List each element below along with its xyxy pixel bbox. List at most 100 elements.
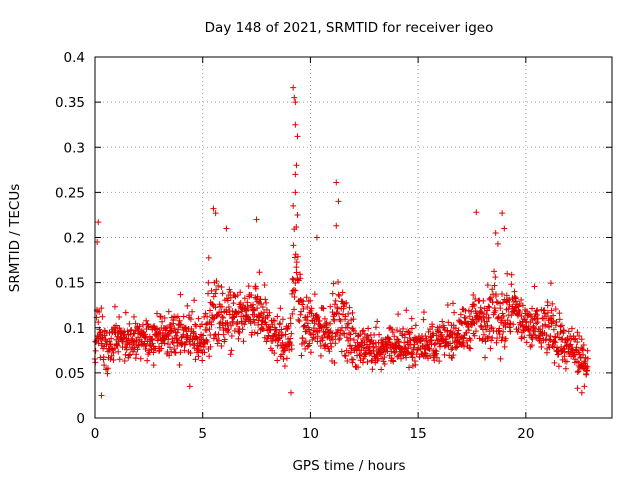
data-point — [497, 305, 504, 312]
data-point — [127, 351, 134, 358]
data-point — [509, 303, 516, 310]
data-point — [192, 356, 199, 363]
data-point — [404, 338, 411, 345]
data-point — [303, 316, 310, 323]
data-point — [171, 345, 178, 352]
data-point — [482, 354, 489, 361]
data-point — [329, 330, 336, 337]
data-point — [331, 301, 338, 308]
data-point — [388, 326, 395, 333]
data-point — [565, 328, 572, 335]
data-point — [214, 340, 221, 347]
data-point — [492, 292, 499, 299]
data-point — [277, 305, 284, 312]
data-point — [477, 304, 484, 311]
data-point — [412, 361, 419, 368]
data-point — [347, 342, 354, 349]
x-tick-label: 0 — [91, 426, 100, 442]
data-point — [204, 313, 211, 320]
data-point — [516, 309, 523, 316]
data-point — [166, 352, 173, 359]
data-point — [378, 366, 385, 373]
data-point — [320, 305, 327, 312]
data-point — [104, 365, 111, 372]
y-tick-label: 0 — [76, 411, 85, 427]
data-point — [124, 328, 131, 335]
data-point — [263, 299, 270, 306]
data-point — [494, 335, 501, 342]
data-point — [97, 329, 104, 336]
data-point — [292, 189, 299, 196]
data-point — [455, 327, 462, 334]
data-point — [516, 319, 523, 326]
data-point — [241, 295, 248, 302]
data-point — [96, 308, 103, 315]
y-axis-label: SRMTID / TECUs — [7, 184, 23, 292]
data-point — [472, 295, 479, 302]
data-point — [438, 331, 445, 338]
data-point — [578, 389, 585, 396]
data-point — [333, 222, 340, 229]
data-point — [549, 300, 556, 307]
data-point — [380, 358, 387, 365]
data-point — [431, 357, 438, 364]
data-point — [263, 338, 270, 345]
data-point — [292, 121, 299, 128]
data-point — [271, 350, 278, 357]
data-point — [111, 303, 118, 310]
data-point — [287, 320, 294, 327]
data-point — [574, 329, 581, 336]
data-point — [511, 288, 518, 295]
data-point — [466, 344, 473, 351]
data-point — [381, 354, 388, 361]
data-point — [326, 348, 333, 355]
data-point — [134, 346, 141, 353]
data-point — [551, 359, 558, 366]
data-point — [287, 335, 294, 342]
data-point — [562, 365, 569, 372]
chart-title: Day 148 of 2021, SRMTID for receiver ige… — [205, 20, 494, 36]
y-tick-label: 0.25 — [55, 185, 85, 201]
data-point — [391, 333, 398, 340]
data-point — [314, 313, 321, 320]
data-point — [253, 216, 260, 223]
data-point — [534, 307, 541, 314]
data-point — [206, 353, 213, 360]
data-point — [485, 314, 492, 321]
data-point — [495, 313, 502, 320]
data-point — [228, 333, 235, 340]
data-point — [406, 329, 413, 336]
data-point — [227, 294, 234, 301]
data-point — [350, 316, 357, 323]
data-point — [121, 358, 128, 365]
data-point — [381, 361, 388, 368]
data-point — [402, 331, 409, 338]
data-points — [91, 84, 591, 399]
data-point — [484, 322, 491, 329]
data-point — [130, 313, 137, 320]
data-point — [177, 291, 184, 298]
data-point — [154, 310, 161, 317]
data-point — [144, 357, 151, 364]
data-point — [436, 323, 443, 330]
data-point — [428, 336, 435, 343]
data-point — [403, 307, 410, 314]
data-point — [499, 291, 506, 298]
data-point — [327, 320, 334, 327]
data-point — [466, 313, 473, 320]
data-point — [337, 331, 344, 338]
data-point — [119, 338, 126, 345]
data-point — [283, 355, 290, 362]
data-point — [289, 310, 296, 317]
data-point — [544, 302, 551, 309]
data-point — [187, 316, 194, 323]
data-point — [150, 362, 157, 369]
data-point — [347, 349, 354, 356]
data-point — [297, 311, 304, 318]
data-point — [447, 340, 454, 347]
data-point — [177, 349, 184, 356]
data-point — [294, 276, 301, 283]
data-point — [406, 364, 413, 371]
data-point — [344, 357, 351, 364]
data-point — [110, 349, 117, 356]
